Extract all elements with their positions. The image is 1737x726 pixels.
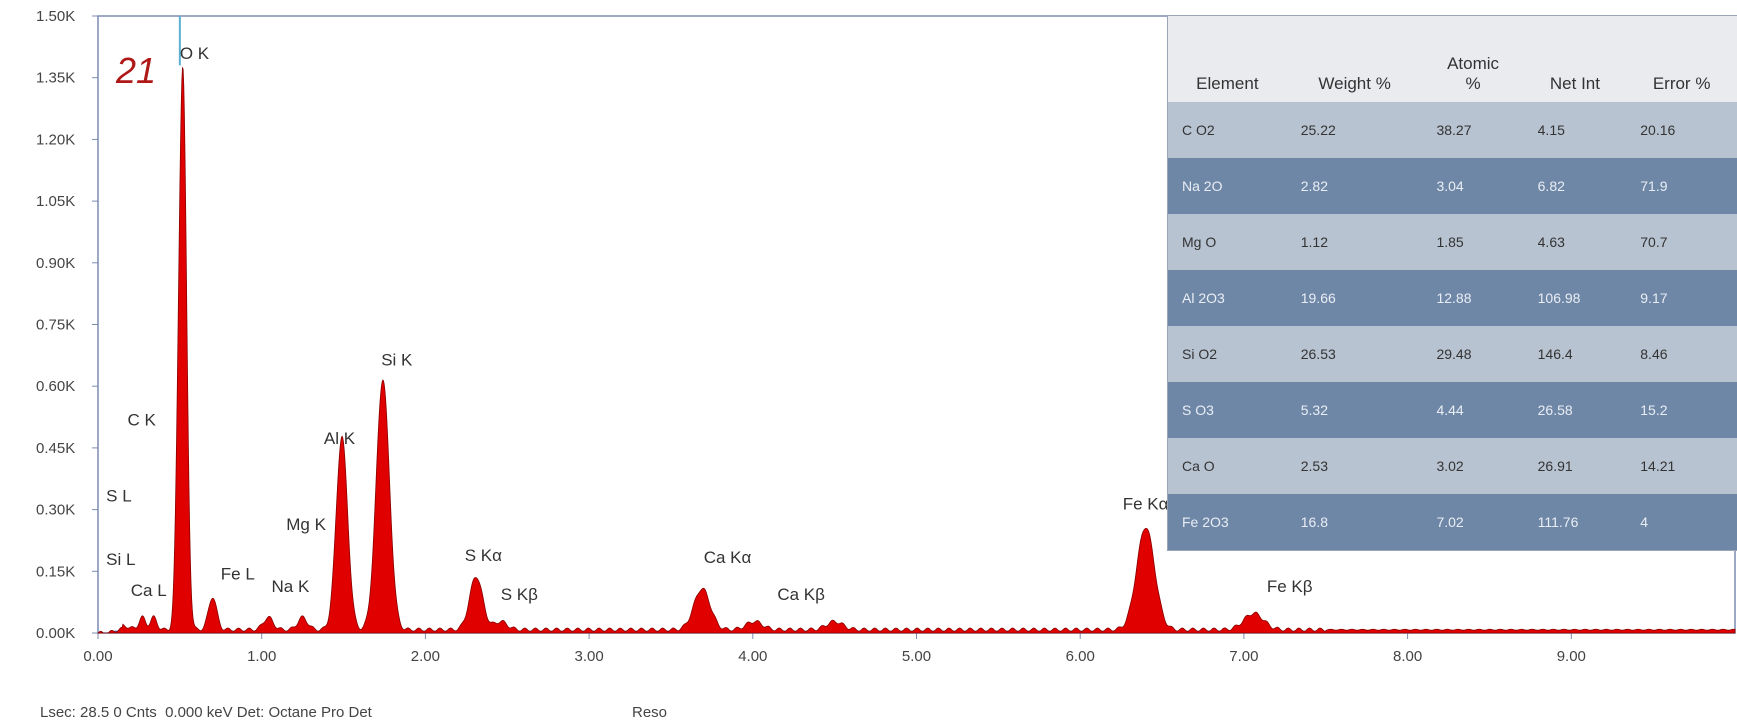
table-row: Mg O 1.12 1.85 4.63 70.7: [1168, 214, 1737, 270]
table-row: Al 2O3 19.66 12.88 106.98 9.17: [1168, 270, 1737, 326]
peak-labels: O K C K S L Si L Ca L Fe L Na K Mg K Al K Si K S K…: [106, 44, 1313, 604]
y-tick-label: 0.60K: [36, 378, 75, 395]
table-cell: Al 2O3: [1168, 270, 1287, 326]
y-tick-label: 0.45K: [36, 440, 75, 457]
header-net-int: Net Int: [1523, 16, 1627, 102]
peak-label: Na K: [272, 577, 310, 596]
table-cell: 26.91: [1523, 438, 1627, 494]
peak-label: S L: [106, 486, 132, 505]
status-bar-text: Lsec: 28.5 0 Cnts 0.000 keV Det: Octane …: [40, 704, 372, 721]
panel-number: 21: [116, 50, 157, 91]
table-cell: 20.16: [1626, 102, 1737, 158]
peak-label: Ca L: [131, 581, 167, 600]
table-cell: 19.66: [1286, 270, 1423, 326]
y-tick-label: 1.20K: [36, 131, 75, 148]
x-tick-label: 6.00: [1066, 648, 1095, 665]
table-cell: Na 2O: [1168, 158, 1287, 214]
x-tick-label: 3.00: [574, 648, 603, 665]
table-cell: 2.82: [1286, 158, 1423, 214]
table-cell: 106.98: [1523, 270, 1627, 326]
table-row: C O2 25.22 38.27 4.15 20.16: [1168, 102, 1737, 158]
table-cell: Fe 2O3: [1168, 494, 1287, 550]
peak-label: Fe Kα: [1123, 495, 1169, 514]
table-cell: 4.44: [1422, 382, 1524, 438]
table-cell: 25.22: [1286, 102, 1423, 158]
table-cell: Mg O: [1168, 214, 1287, 270]
table-row: Fe 2O3 16.8 7.02 111.76 4: [1168, 494, 1737, 550]
table-cell: 26.53: [1286, 326, 1423, 382]
table-cell: 9.17: [1626, 270, 1737, 326]
status-reso: Reso: [632, 704, 668, 721]
table-cell: 8.46: [1626, 326, 1737, 382]
table-cell: 15.2: [1626, 382, 1737, 438]
table-cell: 4.63: [1523, 214, 1627, 270]
y-tick-label: 0.30K: [36, 502, 75, 519]
table-row: Ca O 2.53 3.02 26.91 14.21: [1168, 438, 1737, 494]
table-cell: 3.04: [1422, 158, 1524, 214]
peak-label: O K: [180, 44, 210, 63]
table-cell: 12.88: [1422, 270, 1524, 326]
peak-label: Si K: [381, 351, 413, 370]
peak-label: S Kβ: [501, 585, 538, 604]
table-cell: S O3: [1168, 382, 1287, 438]
x-tick-label: 2.00: [411, 648, 440, 665]
table-cell: 146.4: [1523, 326, 1627, 382]
table-row: Na 2O 2.82 3.04 6.82 71.9: [1168, 158, 1737, 214]
peak-label: S Kα: [465, 546, 502, 565]
y-tick-label: 0.00K: [36, 625, 75, 642]
header-atomic: Atomic %: [1422, 16, 1524, 102]
x-tick-label: 1.00: [247, 648, 276, 665]
table-cell: C O2: [1168, 102, 1287, 158]
table-cell: 14.21: [1626, 438, 1737, 494]
table-cell: 4: [1626, 494, 1737, 550]
x-tick-label: 0.00: [83, 648, 112, 665]
table-cell: 3.02: [1422, 438, 1524, 494]
header-element: Element: [1168, 16, 1287, 102]
table-cell: 1.85: [1422, 214, 1524, 270]
peak-label: Si L: [106, 550, 135, 569]
peak-label: Mg K: [286, 515, 326, 534]
y-tick-label: 0.75K: [36, 317, 75, 334]
table-cell: 4.15: [1523, 102, 1627, 158]
table-cell: Si O2: [1168, 326, 1287, 382]
table-cell: 38.27: [1422, 102, 1524, 158]
y-axis-ticks: 0.00K 0.15K 0.30K 0.45K 0.60K 0.75K 0.90K 1.05K…: [36, 8, 98, 642]
peak-label: Ca Kα: [704, 548, 752, 567]
spectrum-area: [97, 66, 1736, 634]
table-cell: Ca O: [1168, 438, 1287, 494]
x-tick-label: 4.00: [738, 648, 767, 665]
y-tick-label: 1.50K: [36, 8, 75, 25]
table-cell: 7.02: [1422, 494, 1524, 550]
table-cell: 29.48: [1422, 326, 1524, 382]
table-cell: 2.53: [1286, 438, 1423, 494]
peak-label: Ca Kβ: [777, 585, 825, 604]
y-tick-label: 1.05K: [36, 193, 75, 210]
x-tick-label: 7.00: [1229, 648, 1258, 665]
composition-table: Element Weight % Atomic % Net Int Error …: [1168, 16, 1737, 550]
table-row: Si O2 26.53 29.48 146.4 8.46: [1168, 326, 1737, 382]
peak-label: Al K: [324, 429, 356, 448]
peak-label: C K: [127, 410, 156, 429]
table-cell: 26.58: [1523, 382, 1627, 438]
x-tick-label: 8.00: [1393, 648, 1422, 665]
table-cell: 5.32: [1286, 382, 1423, 438]
peak-label: Fe Kβ: [1267, 577, 1313, 596]
header-weight: Weight %: [1286, 16, 1423, 102]
y-tick-label: 0.15K: [36, 563, 75, 580]
table-header-row: Element Weight % Atomic % Net Int Error …: [1168, 16, 1737, 102]
y-tick-label: 0.90K: [36, 255, 75, 272]
x-axis-ticks: 0.00 1.00 2.00 3.00 4.00 5.00 6.00 7.00 8.00 9.00: [83, 633, 1586, 665]
table-cell: 71.9: [1626, 158, 1737, 214]
x-tick-label: 9.00: [1557, 648, 1586, 665]
peak-label: Fe L: [221, 565, 255, 584]
table-cell: 16.8: [1286, 494, 1423, 550]
table-row: S O3 5.32 4.44 26.58 15.2: [1168, 382, 1737, 438]
header-error: Error %: [1626, 16, 1737, 102]
y-tick-label: 1.35K: [36, 70, 75, 87]
x-tick-label: 5.00: [902, 648, 931, 665]
table-cell: 6.82: [1523, 158, 1627, 214]
table-cell: 70.7: [1626, 214, 1737, 270]
table-cell: 111.76: [1523, 494, 1627, 550]
table-cell: 1.12: [1286, 214, 1423, 270]
